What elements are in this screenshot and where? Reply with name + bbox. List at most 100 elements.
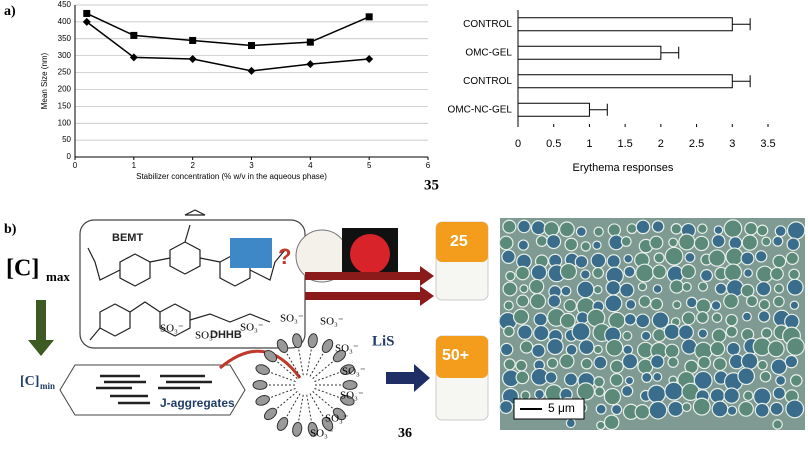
cell [710, 300, 722, 311]
x-tick-label: 3 [249, 161, 254, 170]
panel-label: b) [4, 222, 17, 237]
head [263, 407, 278, 421]
y-tick-label: 400 [58, 17, 72, 26]
cell [697, 328, 709, 339]
cell [741, 234, 759, 251]
cell [697, 355, 711, 370]
cell [546, 338, 564, 356]
cell [608, 311, 626, 330]
cell [669, 279, 684, 294]
cell [593, 284, 603, 295]
y-tick-label: 200 [58, 85, 72, 94]
bar [517, 102, 590, 117]
cell [713, 225, 724, 235]
cell [652, 328, 667, 343]
sulfonate-label: SO₃⁻ [160, 323, 184, 335]
cell [607, 223, 621, 237]
cell [534, 388, 545, 400]
cell [667, 400, 684, 417]
cell [574, 255, 589, 269]
y-tick-label: 150 [58, 101, 72, 110]
cell [772, 295, 785, 308]
head [263, 349, 278, 363]
concentration-label: [C] [6, 256, 39, 282]
cell [625, 298, 637, 310]
cell [530, 264, 548, 281]
cell [709, 340, 726, 357]
cell [667, 356, 679, 368]
x-tick-label: 2.5 [689, 138, 704, 150]
cell [663, 323, 681, 341]
tail [298, 394, 304, 421]
y-tick-label: OMC-GEL [465, 47, 512, 58]
cell [530, 220, 547, 236]
series-line [86, 12, 370, 47]
y-tick-label: 450 [58, 0, 72, 9]
concentration-sub: max [46, 269, 70, 284]
cell [594, 386, 605, 398]
y-tick-label: 300 [58, 51, 72, 60]
tail [306, 394, 312, 421]
cell [590, 252, 607, 269]
cell [634, 404, 651, 420]
tail [314, 372, 340, 383]
cell [622, 330, 633, 341]
cell [563, 372, 578, 387]
cell [681, 281, 692, 292]
cell [789, 374, 803, 387]
head [276, 339, 289, 353]
cell [664, 246, 684, 266]
cell [535, 235, 548, 247]
cell [678, 324, 694, 341]
cell [603, 387, 622, 406]
marker [189, 36, 197, 44]
cell [726, 405, 738, 416]
y-tick-label: CONTROL [463, 76, 512, 87]
compound-label: BEMT [112, 232, 143, 244]
y-tick-label: OMC-NC-GEL [448, 104, 513, 115]
cell [593, 355, 608, 370]
cell [754, 250, 768, 263]
cell [647, 384, 667, 404]
micrograph [498, 218, 806, 431]
spf-label: 50+ [442, 347, 469, 364]
cell [624, 375, 635, 386]
cell [641, 371, 653, 383]
x-tick-label: 5 [367, 161, 372, 170]
cell [531, 343, 546, 358]
cell [740, 251, 755, 266]
cell [786, 337, 805, 356]
head [340, 395, 355, 406]
head [340, 364, 355, 375]
scale-box [513, 398, 585, 420]
cell [543, 221, 560, 237]
cell [559, 312, 576, 329]
x-tick-label: 6 [426, 161, 431, 170]
sulfonate-label: SO₃⁻ [335, 343, 359, 355]
y-tick-label: 0 [67, 152, 72, 161]
cell [726, 341, 741, 356]
cell [501, 249, 516, 264]
sulfonate-label: SO₃⁻ [240, 322, 264, 334]
cell [651, 220, 665, 233]
x-tick-label: 2 [190, 161, 195, 170]
cell [623, 265, 636, 278]
micelle-label: LiS [372, 333, 395, 349]
arrow [386, 364, 430, 392]
cell [528, 278, 545, 295]
cell [623, 313, 637, 326]
cell [693, 235, 710, 252]
x-axis-label: Stabilizer concentration (% w/v in the a… [136, 172, 327, 181]
cell [529, 292, 547, 310]
cell [774, 225, 787, 238]
cell [743, 268, 753, 278]
cell [723, 293, 739, 309]
scale-label: 5 μm [548, 401, 575, 415]
tail [277, 361, 298, 379]
cell [681, 402, 692, 413]
cell [650, 297, 664, 311]
x-tick-label: 3.5 [760, 138, 775, 150]
cell [576, 280, 595, 299]
cell [515, 359, 528, 372]
concentration-sub: min [40, 381, 55, 391]
